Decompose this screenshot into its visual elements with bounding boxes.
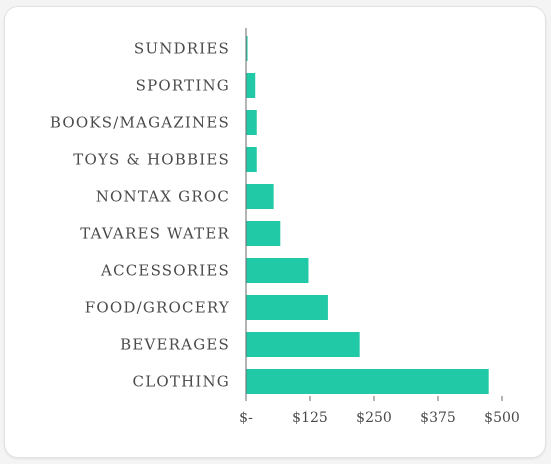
category-label-6: ACCESSORIES [100, 262, 230, 280]
category-label-8: BEVERAGES [120, 336, 230, 354]
x-tick-label-3: $375 [420, 410, 456, 426]
bar-1 [246, 73, 256, 98]
category-label-2: BOOKS/MAGAZINES [50, 114, 230, 132]
category-label-3: TOYS & HOBBIES [73, 151, 230, 169]
x-tick-label-0: $- [239, 410, 253, 426]
x-tick-label-2: $250 [356, 410, 392, 426]
bar-2 [246, 110, 257, 135]
bar-9 [246, 369, 489, 394]
bar-8 [246, 332, 360, 357]
bar-5 [246, 221, 281, 246]
bar-3 [246, 147, 257, 172]
category-label-4: NONTAX GROC [96, 188, 230, 206]
category-label-5: TAVARES WATER [80, 225, 230, 243]
bar-0 [246, 36, 248, 61]
x-tick-label-1: $125 [292, 410, 328, 426]
category-label-1: SPORTING [136, 77, 230, 95]
bar-7 [246, 295, 328, 320]
category-label-9: CLOTHING [133, 373, 230, 391]
x-tick-label-4: $500 [484, 410, 520, 426]
category-label-0: SUNDRIES [134, 40, 230, 58]
category-label-7: FOOD/GROCERY [85, 299, 230, 317]
bar-6 [246, 258, 309, 283]
bar-4 [246, 184, 274, 209]
